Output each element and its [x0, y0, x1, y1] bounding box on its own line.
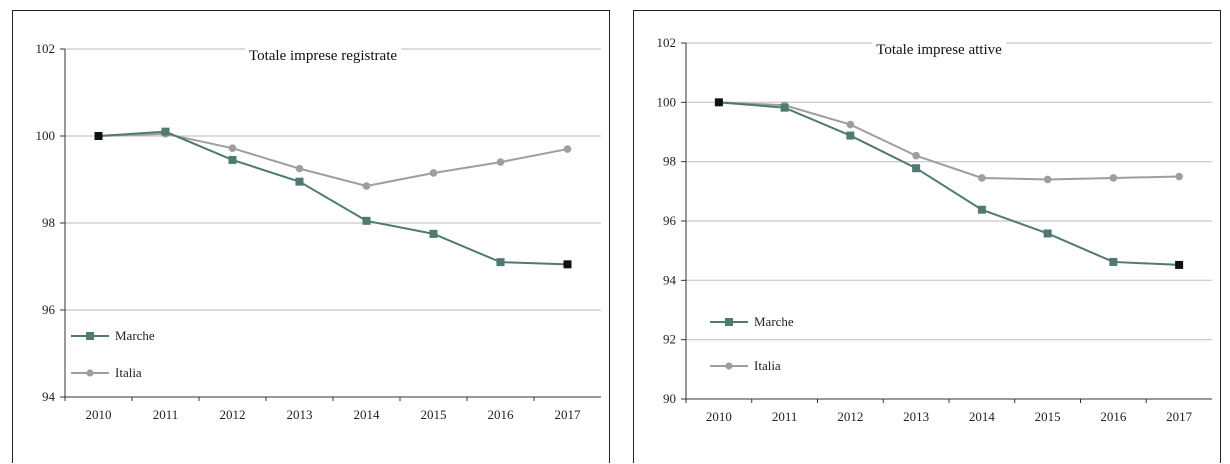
data-point-italia — [362, 182, 371, 190]
data-point-italia — [1109, 174, 1118, 182]
x-tick-label: 2017 — [555, 407, 582, 422]
x-tick-label: 2011 — [772, 409, 798, 424]
x-tick-label: 2010 — [86, 407, 112, 422]
data-point-italia — [978, 174, 986, 182]
y-tick-label: 94 — [663, 272, 677, 287]
data-point-marche — [714, 98, 723, 107]
y-tick-label: 100 — [657, 94, 677, 109]
data-point-marche — [846, 131, 855, 140]
data-point-marche — [228, 155, 237, 164]
x-tick-label: 2012 — [220, 407, 246, 422]
legend-marker-italia — [86, 369, 94, 377]
x-tick-label: 2017 — [1166, 409, 1193, 424]
data-point-italia — [1175, 172, 1183, 181]
x-tick-label: 2013 — [287, 407, 313, 422]
chart-panel-attive: 102 100 98 96 94 92 90 2010 2011 2012 2013 2014 2015… — [633, 10, 1221, 463]
chart-panel-registrate: 102 100 98 96 94 2010 2011 2012 2013 2014 2015 2016… — [12, 10, 610, 463]
data-point-marche — [295, 177, 304, 186]
x-tick-label: 2014 — [354, 407, 381, 422]
data-point-marche — [429, 229, 438, 238]
chart-attive: 102 100 98 96 94 92 90 2010 2011 2012 2013 2014 2015… — [657, 35, 1212, 424]
data-point-italia — [228, 144, 237, 152]
legend-label-marche: Marche — [115, 328, 155, 343]
legend-label-marche: Marche — [754, 314, 794, 329]
data-point-marche — [977, 205, 986, 214]
y-tick-label: 92 — [663, 332, 676, 347]
y-tick-label: 94 — [42, 389, 56, 404]
data-point-italia — [429, 169, 438, 177]
x-tick-label: 2015 — [1035, 409, 1061, 424]
data-point-marche — [780, 103, 789, 112]
x-tick-label: 2015 — [421, 407, 447, 422]
chart-title-bg — [872, 41, 1007, 59]
x-tick-label: 2010 — [706, 409, 732, 424]
chart-registrate: 102 100 98 96 94 2010 2011 2012 2013 2014 2015 2016… — [36, 41, 601, 422]
x-tick-label: 2016 — [1100, 409, 1127, 424]
data-point-italia — [496, 158, 505, 166]
chart-title: Totale imprese attive — [876, 42, 1002, 58]
data-point-marche — [362, 216, 371, 225]
data-point-marche — [94, 132, 103, 140]
data-point-marche — [912, 164, 921, 173]
series-line-italia — [98, 132, 568, 188]
data-point-italia — [846, 120, 855, 129]
data-point-marche — [563, 260, 572, 269]
series-line-italia — [718, 101, 1180, 181]
data-point-italia — [295, 164, 304, 173]
y-tick-label: 96 — [663, 213, 677, 228]
series-line-marche — [98, 130, 568, 266]
y-tick-label: 98 — [663, 154, 676, 169]
data-point-marche — [1043, 229, 1052, 238]
y-tick-label: 102 — [657, 35, 677, 50]
chart-title: Totale imprese registrate — [249, 48, 397, 64]
y-tick-label: 100 — [36, 128, 56, 143]
data-point-marche — [1175, 260, 1184, 269]
y-tick-label: 90 — [663, 391, 676, 406]
data-point-marche — [496, 258, 505, 267]
x-tick-label: 2014 — [969, 409, 996, 424]
y-tick-label: 102 — [36, 41, 56, 56]
legend-label-italia: Italia — [115, 365, 142, 380]
chart-title-bg — [244, 47, 402, 65]
legend-marker-italia — [725, 362, 733, 370]
data-point-marche — [161, 127, 170, 136]
legend-marker-marche — [725, 318, 733, 326]
legend-marker-marche — [86, 332, 94, 340]
x-tick-label: 2012 — [837, 409, 863, 424]
x-tick-label: 2011 — [153, 407, 179, 422]
data-point-italia — [1043, 175, 1052, 184]
legend-label-italia: Italia — [754, 358, 781, 373]
data-point-italia — [912, 151, 920, 160]
series-line-marche — [718, 101, 1180, 266]
data-point-marche — [1109, 257, 1118, 266]
x-tick-label: 2016 — [488, 407, 515, 422]
data-point-italia — [563, 145, 572, 153]
x-tick-label: 2013 — [903, 409, 929, 424]
y-tick-label: 96 — [42, 302, 56, 317]
y-tick-label: 98 — [42, 215, 55, 230]
